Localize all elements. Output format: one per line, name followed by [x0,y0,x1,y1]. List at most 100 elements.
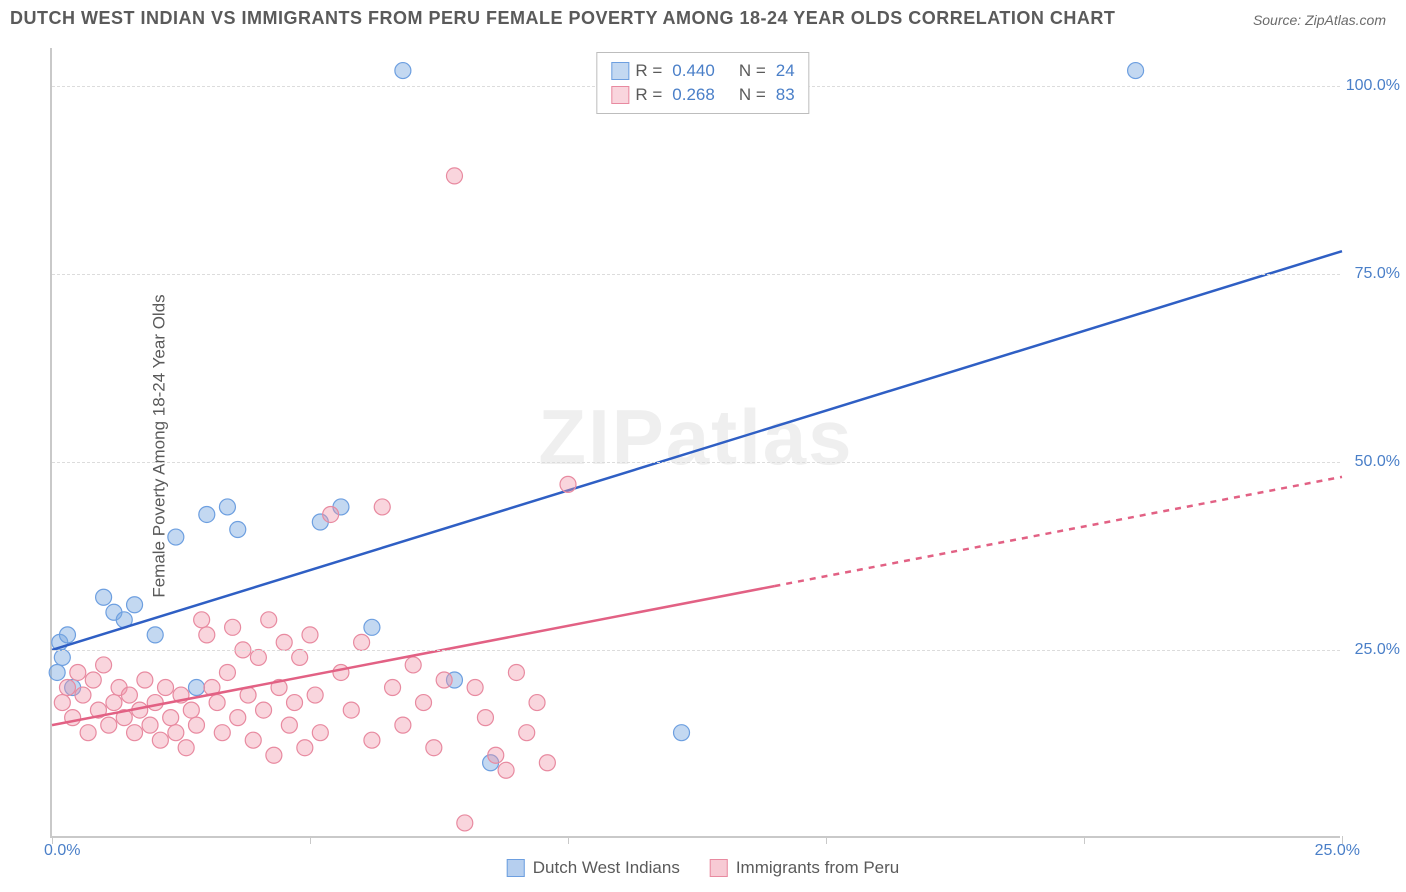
trend-line [52,586,774,725]
legend-stat-row: R =0.268N =83 [611,83,794,107]
legend-stat-row: R = 0.440 N = 24 [611,59,794,83]
data-point [59,627,75,643]
data-point [59,680,75,696]
data-point [287,695,303,711]
data-point [147,627,163,643]
data-point [446,168,462,184]
data-point [163,710,179,726]
data-point [152,732,168,748]
data-point [302,627,318,643]
x-axis-max-label: 25.0% [1315,842,1360,860]
data-point [225,619,241,635]
data-point [230,710,246,726]
y-axis-tick-label: 50.0% [1355,453,1400,471]
x-axis-tick [568,836,569,844]
data-point [395,717,411,733]
y-axis-tick-label: 75.0% [1355,265,1400,283]
data-point [343,702,359,718]
chart-title: DUTCH WEST INDIAN VS IMMIGRANTS FROM PER… [10,8,1115,29]
data-point [127,597,143,613]
data-point [121,687,137,703]
data-point [178,740,194,756]
data-point [80,725,96,741]
data-point [96,657,112,673]
data-point [214,725,230,741]
data-point [539,755,555,771]
data-point [529,695,545,711]
legend-swatch [611,62,629,80]
scatter-plot-svg [52,48,1340,836]
y-axis-tick-label: 100.0% [1346,77,1400,95]
legend-n-value: 24 [776,61,795,81]
data-point [96,589,112,605]
source-attribution: Source: ZipAtlas.com [1253,12,1386,28]
data-point [436,672,452,688]
legend-swatch [611,86,629,104]
data-point [250,649,266,665]
legend-n-label: N = [739,61,766,81]
data-point [199,506,215,522]
data-point [457,815,473,831]
x-axis-tick [1084,836,1085,844]
legend-r-label: R = [635,61,662,81]
data-point [498,762,514,778]
data-point [385,680,401,696]
data-point [426,740,442,756]
data-point [85,672,101,688]
data-point [168,529,184,545]
trend-line-dashed [774,477,1342,586]
x-axis-tick [1342,836,1343,844]
data-point [101,717,117,733]
data-point [219,664,235,680]
data-point [508,664,524,680]
data-point [106,695,122,711]
x-axis-tick [826,836,827,844]
data-point [307,687,323,703]
data-point [374,499,390,515]
data-point [194,612,210,628]
data-point [261,612,277,628]
data-point [256,702,272,718]
data-point [333,664,349,680]
data-point [467,680,483,696]
data-point [488,747,504,763]
data-point [147,695,163,711]
legend-n-value: 83 [776,85,795,105]
y-axis-tick-label: 25.0% [1355,641,1400,659]
data-point [674,725,690,741]
data-point [137,672,153,688]
trend-line [52,251,1342,650]
data-point [219,499,235,515]
data-point [54,695,70,711]
legend-swatch [507,859,525,877]
data-point [70,664,86,680]
data-point [477,710,493,726]
legend-series-label: Dutch West Indians [533,858,680,878]
gridline [52,650,1340,651]
data-point [297,740,313,756]
data-point [312,725,328,741]
data-point [560,476,576,492]
data-point [183,702,199,718]
data-point [354,634,370,650]
data-point [230,522,246,538]
data-point [188,717,204,733]
data-point [1128,63,1144,79]
x-axis-tick [310,836,311,844]
data-point [281,717,297,733]
data-point [416,695,432,711]
legend-series-label: Immigrants from Peru [736,858,899,878]
legend-r-value: 0.440 [672,61,715,81]
legend-n-label: N = [739,85,766,105]
legend-series-item: Dutch West Indians [507,858,680,878]
gridline [52,274,1340,275]
data-point [168,725,184,741]
legend-swatch [710,859,728,877]
gridline [52,462,1340,463]
data-point [209,695,225,711]
data-point [364,619,380,635]
data-point [127,725,143,741]
data-point [199,627,215,643]
legend-r-label: R = [635,85,662,105]
data-point [276,634,292,650]
